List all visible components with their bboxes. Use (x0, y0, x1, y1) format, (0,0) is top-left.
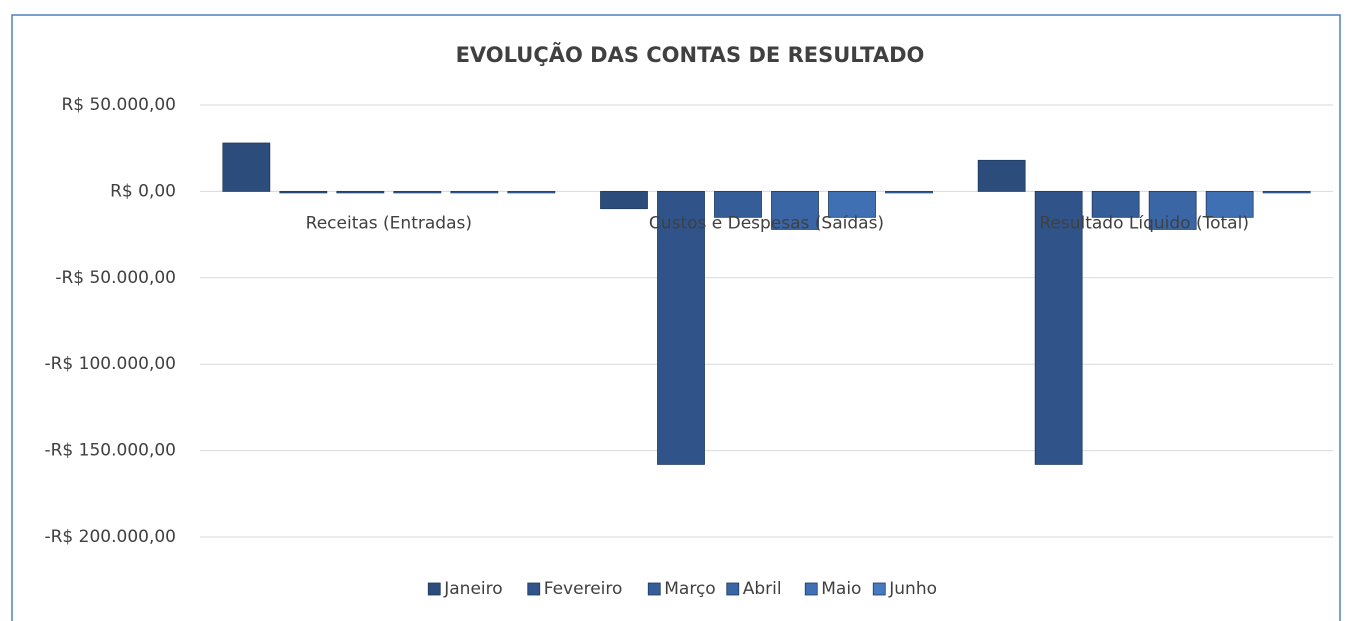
bar (828, 190, 876, 218)
bar (771, 190, 819, 230)
bar (657, 190, 705, 465)
y-tick-label: R$ 50.000,00 (61, 95, 176, 115)
bar (977, 159, 1026, 192)
legend-swatch (726, 582, 740, 596)
bar (885, 190, 933, 194)
legend-swatch (427, 582, 441, 596)
bar (279, 190, 328, 194)
legend-label: Junho (888, 579, 937, 599)
legend-label: Fevereiro (544, 579, 623, 599)
bar (1034, 190, 1083, 465)
bar (393, 190, 442, 194)
bar (1091, 190, 1140, 218)
legend-swatch (527, 582, 541, 596)
bar (600, 190, 648, 210)
bar (1205, 190, 1254, 218)
y-tick-label: -R$ 200.000,00 (44, 527, 176, 547)
bar (222, 142, 271, 192)
legend-label: Janeiro (443, 579, 502, 599)
legend-swatch (872, 582, 886, 596)
bar (450, 190, 499, 194)
y-tick-label: R$ 0,00 (110, 181, 176, 201)
x-tick-label: Resultado Líquido (Total) (1039, 213, 1249, 233)
legend-swatch (647, 582, 661, 596)
legend-swatch (804, 582, 818, 596)
bar (1262, 190, 1311, 194)
x-tick-label: Receitas (Entradas) (306, 213, 472, 233)
legend-label: Março (664, 579, 715, 599)
y-tick-label: -R$ 100.000,00 (44, 354, 176, 374)
legend-label: Abril (743, 579, 782, 599)
chart-title: EVOLUÇÃO DAS CONTAS DE RESULTADO (456, 42, 925, 67)
bar (336, 190, 385, 194)
bar (1148, 190, 1197, 230)
bar (507, 190, 556, 194)
chart-border (11, 14, 1341, 621)
legend-label: Maio (821, 579, 861, 599)
bar (714, 190, 762, 218)
y-tick-label: -R$ 150.000,00 (44, 441, 176, 461)
x-tick-label: Custos e Despesas (Saídas) (649, 213, 884, 233)
y-tick-label: -R$ 50.000,00 (55, 268, 176, 288)
